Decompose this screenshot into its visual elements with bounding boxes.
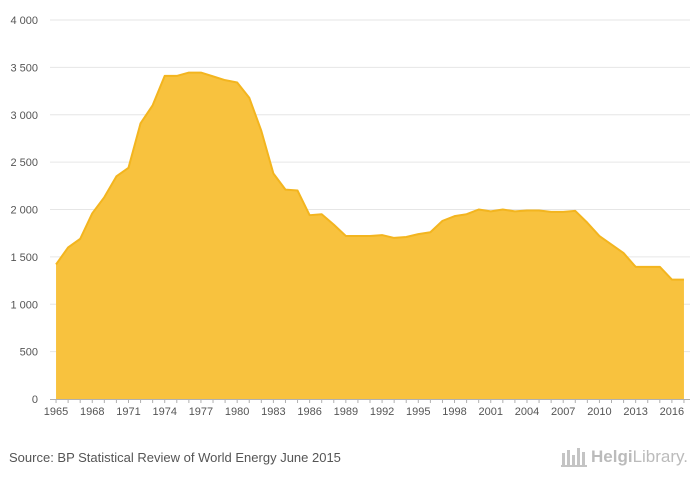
y-tick-label: 4 000 <box>10 15 38 27</box>
x-tick-label: 2007 <box>551 406 575 418</box>
brand-name: Helgi <box>591 447 633 466</box>
area-fill <box>56 72 684 400</box>
y-tick-label: 1 000 <box>10 299 38 311</box>
x-tick-label: 1995 <box>406 406 430 418</box>
y-tick-label: 500 <box>20 347 38 359</box>
x-tick-label: 1986 <box>297 406 321 418</box>
x-tick-label: 1998 <box>442 406 466 418</box>
y-tick-label: 2 000 <box>10 205 38 217</box>
x-tick-label: 2013 <box>623 406 647 418</box>
x-axis-tick-labels: 1965 1968 1971 1974 1977 1980 1983 1986 1989 1992… <box>44 406 684 418</box>
y-tick-label: 3 500 <box>10 62 38 74</box>
x-tick-label: 1965 <box>44 406 68 418</box>
x-tick-label: 1983 <box>261 406 285 418</box>
library-logo-icon <box>561 448 587 467</box>
y-axis-tick-labels: 0 500 1 000 1 500 2 000 2 500 3 000 3 500 4 000 <box>10 15 38 406</box>
x-tick-label: 1992 <box>370 406 394 418</box>
brand-suffix: Library. <box>632 447 688 466</box>
x-tick-label: 1977 <box>189 406 213 418</box>
y-tick-label: 2 500 <box>10 157 38 169</box>
y-tick-label: 1 500 <box>10 252 38 264</box>
y-tick-label: 0 <box>32 394 38 406</box>
series-area <box>55 71 684 400</box>
x-axis <box>50 399 690 403</box>
x-tick-label: 2001 <box>479 406 503 418</box>
source-note: Source: BP Statistical Review of World E… <box>9 450 341 465</box>
x-tick-label: 1971 <box>116 406 140 418</box>
x-tick-label: 2004 <box>515 406 539 418</box>
x-tick-label: 1980 <box>225 406 249 418</box>
helgi-library-logo: Helgi Library. <box>561 447 688 467</box>
x-tick-label: 1989 <box>334 406 358 418</box>
x-tick-label: 1968 <box>80 406 104 418</box>
x-tick-label: 1974 <box>152 406 176 418</box>
x-tick-label: 2010 <box>587 406 611 418</box>
y-tick-label: 3 000 <box>10 110 38 122</box>
x-tick-label: 2016 <box>660 406 684 418</box>
